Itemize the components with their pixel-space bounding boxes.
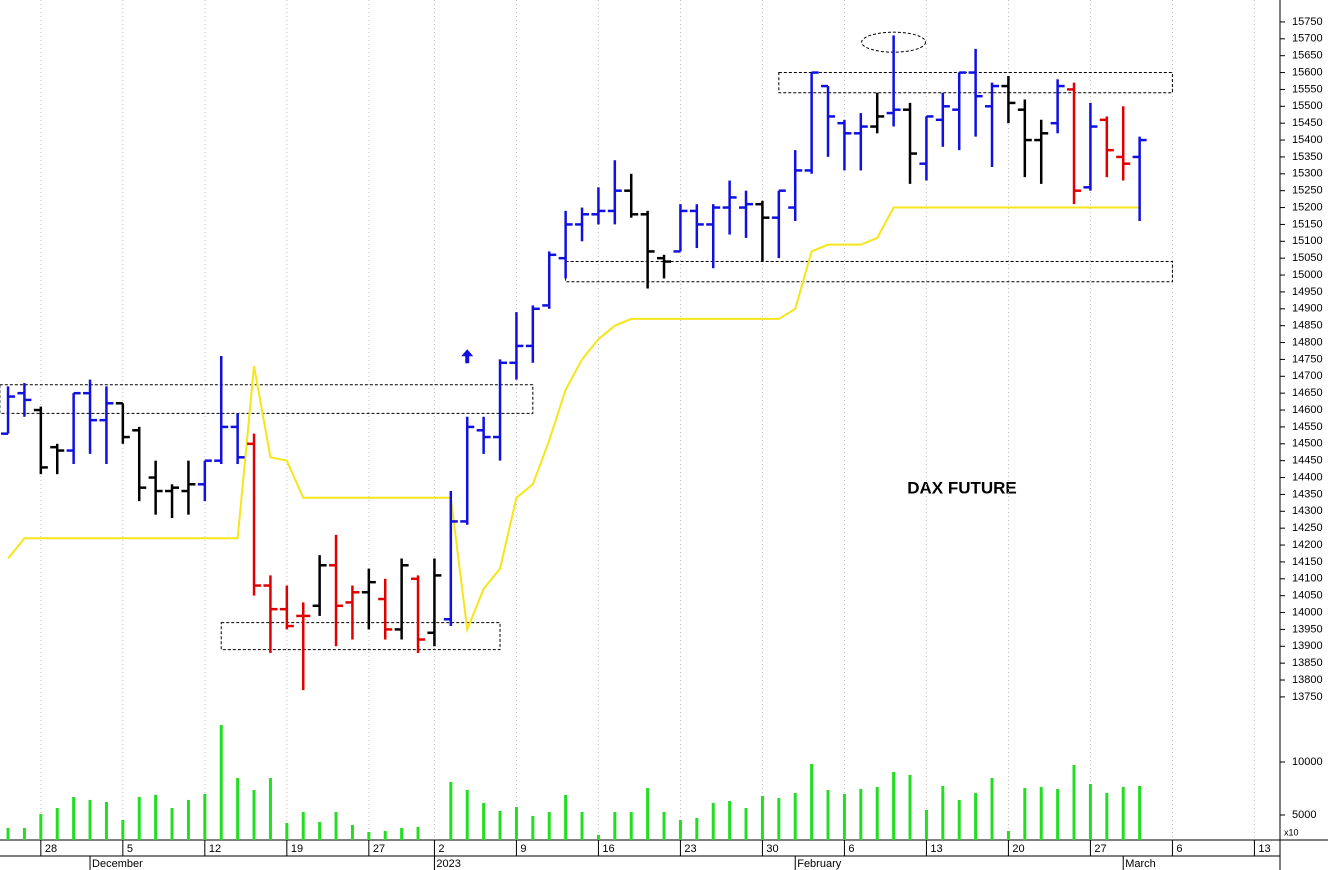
y-tick-label: 14200	[1292, 539, 1323, 551]
y-tick-label: 14600	[1292, 404, 1323, 416]
signal-arrow	[461, 349, 474, 364]
y-tick-label: 14150	[1292, 556, 1323, 568]
y-tick-label: 14050	[1292, 590, 1323, 602]
x-tick-label: 6	[1176, 843, 1182, 855]
x-tick-label: 27	[1094, 843, 1106, 855]
y-tick-label: 14950	[1292, 286, 1323, 298]
y-tick-label: 15650	[1292, 50, 1323, 62]
y-tick-label: 14900	[1292, 303, 1323, 315]
y-tick-label: 15700	[1292, 33, 1323, 45]
volume-unit: x10	[1284, 827, 1299, 837]
y-tick-label: 15750	[1292, 16, 1323, 28]
x-tick-label: 20	[1012, 843, 1024, 855]
y-tick-label: 14650	[1292, 387, 1323, 399]
y-tick-label: 15500	[1292, 100, 1323, 112]
month-label: March	[1125, 858, 1156, 870]
y-tick-label: 15450	[1292, 117, 1323, 129]
y-tick-label: 15150	[1292, 218, 1323, 230]
y-tick-label: 13900	[1292, 640, 1323, 652]
y-tick-label: 15250	[1292, 185, 1323, 197]
y-tick-label: 14350	[1292, 488, 1323, 500]
y-tick-label: 15600	[1292, 66, 1323, 78]
y-tick-label: 14700	[1292, 370, 1323, 382]
x-tick-label: 19	[291, 843, 303, 855]
y-tick-label: 14250	[1292, 522, 1323, 534]
y-tick-label: 14850	[1292, 320, 1323, 332]
y-tick-label: 15100	[1292, 235, 1323, 247]
x-tick-label: 13	[930, 843, 942, 855]
annotation: DAX FUTURE	[907, 478, 1017, 497]
month-label: 2023	[436, 858, 460, 870]
y-tick-label: 13850	[1292, 657, 1323, 669]
y-tick-label: 14800	[1292, 336, 1323, 348]
y-tick-label: 14100	[1292, 573, 1323, 585]
y-tick-label: 13750	[1292, 691, 1323, 703]
x-tick-label: 9	[520, 843, 526, 855]
y-tick-label: 14300	[1292, 505, 1323, 517]
y-tick-label: 14500	[1292, 438, 1323, 450]
y-tick-label: 14000	[1292, 606, 1323, 618]
y-tick-label: 15000	[1292, 269, 1323, 281]
zone-box	[0, 384, 534, 414]
x-tick-label: 5	[127, 843, 133, 855]
y-tick-label: 15350	[1292, 151, 1323, 163]
x-tick-label: 16	[602, 843, 614, 855]
y-tick-label: 15400	[1292, 134, 1323, 146]
y-tick-label: 15550	[1292, 83, 1323, 95]
x-tick-label: 27	[373, 843, 385, 855]
y-tick-label: 15300	[1292, 168, 1323, 180]
y-tick-label: 14550	[1292, 421, 1323, 433]
y-tick-label: 14450	[1292, 455, 1323, 467]
y-tick-label: 15200	[1292, 201, 1323, 213]
stop-line	[7, 206, 1140, 634]
y-tick-label: 13800	[1292, 674, 1323, 686]
y-tick-label: 14750	[1292, 353, 1323, 365]
month-label: February	[797, 858, 842, 870]
x-tick-label: 30	[766, 843, 778, 855]
y-tick-label: 14400	[1292, 471, 1323, 483]
zone-box	[220, 622, 501, 651]
zone-box	[565, 261, 1173, 283]
x-tick-label: 2	[438, 843, 444, 855]
y2-tick-label: 5000	[1292, 809, 1316, 821]
x-tick-label: 28	[45, 843, 57, 855]
y-tick-label: 13950	[1292, 623, 1323, 635]
x-tick-label: 6	[848, 843, 854, 855]
y-tick-label: 15050	[1292, 252, 1323, 264]
x-tick-label: 13	[1258, 843, 1270, 855]
x-tick-label: 12	[209, 843, 221, 855]
y2-tick-label: 10000	[1292, 756, 1323, 768]
x-tick-label: 23	[684, 843, 696, 855]
month-label: December	[92, 858, 143, 870]
